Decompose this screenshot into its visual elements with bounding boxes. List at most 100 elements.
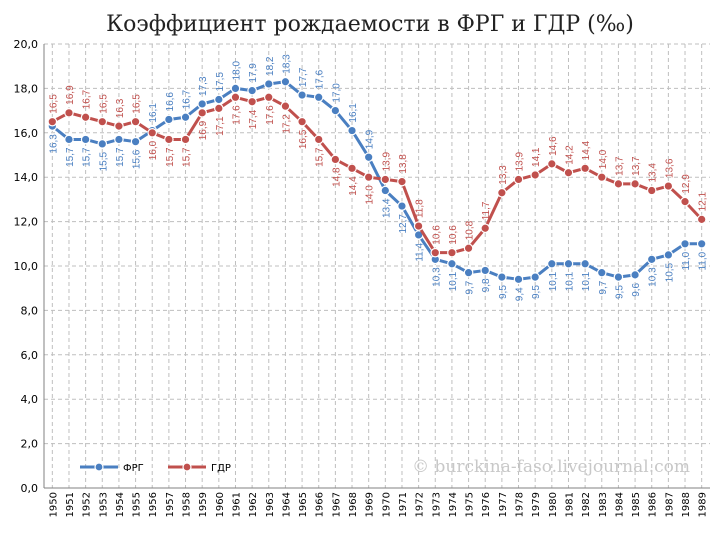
series-gdr-point: [680, 196, 690, 207]
legend-frg-swatch-dot: [94, 462, 104, 472]
series-frg-point: [547, 258, 557, 269]
x-tick-label: 1958: [182, 492, 193, 517]
data-label-gdr: 16,9: [65, 85, 76, 105]
series-gdr-point: [164, 134, 174, 145]
x-tick-label: 1976: [481, 492, 492, 517]
data-label-frg: 18,0: [231, 60, 242, 80]
series-frg-point: [64, 134, 74, 145]
series-gdr-point: [463, 243, 474, 254]
data-label-gdr: 11,7: [481, 201, 492, 220]
series-frg-point: [313, 92, 324, 103]
data-label-gdr: 14,8: [331, 167, 342, 187]
x-tick-label: 1980: [548, 492, 559, 517]
x-tick-label: 1963: [265, 492, 276, 517]
series-gdr-point: [380, 174, 391, 185]
data-label-frg: 9,7: [598, 280, 609, 294]
series-frg-point: [214, 94, 224, 105]
series-gdr-point: [447, 247, 457, 258]
data-label-frg: 9,4: [515, 287, 526, 301]
data-label-gdr: 16,7: [82, 89, 93, 109]
x-tick-label: 1983: [598, 492, 609, 517]
series-frg-point: [646, 254, 657, 265]
series-frg-point: [97, 139, 108, 149]
y-tick-label: 10,0: [14, 260, 39, 273]
data-label-gdr: 16,0: [148, 140, 159, 160]
data-label-gdr: 14,2: [564, 145, 575, 165]
series-frg-point: [180, 112, 191, 123]
series-gdr-point: [563, 167, 574, 178]
data-label-gdr: 17,2: [281, 114, 292, 134]
data-label-gdr: 10,6: [431, 225, 442, 245]
x-tick-label: 1962: [248, 492, 259, 517]
data-label-frg: 9,5: [531, 285, 542, 299]
chart-title: Коэффициент рождаемости в ФРГ и ГДР (‰): [106, 12, 634, 37]
series-gdr-point: [580, 163, 590, 174]
data-label-gdr: 13,9: [515, 152, 526, 172]
data-label-frg: 10,1: [581, 271, 592, 291]
x-tick-label: 1969: [365, 492, 376, 517]
y-tick-label: 18,0: [14, 82, 39, 95]
y-tick-label: 4,0: [21, 393, 39, 406]
series-gdr-point: [646, 185, 657, 196]
data-label-gdr: 16,3: [115, 98, 126, 118]
data-label-frg: 18,3: [281, 54, 292, 74]
series-gdr-point: [696, 214, 707, 225]
data-label-frg: 17,3: [198, 76, 209, 96]
x-tick-label: 1973: [431, 492, 442, 517]
data-label-gdr: 16,5: [98, 94, 109, 114]
series-gdr-point: [313, 134, 324, 145]
x-tick-label: 1974: [448, 492, 459, 517]
series-frg-point: [513, 274, 524, 285]
series-frg-point: [613, 272, 624, 282]
data-label-gdr: 13,7: [631, 156, 642, 176]
data-label-gdr: 14,1: [531, 147, 542, 167]
x-tick-label: 1954: [115, 492, 126, 517]
x-tick-label: 1986: [648, 492, 659, 517]
x-tick-label: 1987: [664, 492, 675, 517]
x-tick-label: 1985: [631, 492, 642, 517]
series-frg-point: [114, 134, 124, 145]
data-label-gdr: 15,7: [165, 147, 176, 167]
data-label-gdr: 10,8: [465, 220, 476, 240]
series-gdr-line: [51, 95, 703, 255]
x-tick-label: 1988: [681, 492, 692, 517]
data-label-gdr: 16,5: [48, 94, 59, 114]
legend: ФРГ ГДР: [80, 462, 231, 474]
y-tick-label: 6,0: [21, 349, 39, 362]
series-gdr-point: [280, 101, 291, 111]
data-label-gdr: 15,7: [315, 147, 326, 167]
data-label-gdr: 11,8: [415, 199, 426, 218]
x-tick-label: 1977: [498, 492, 509, 517]
data-label-frg: 16,7: [182, 89, 193, 109]
y-tick-label: 0,0: [21, 482, 39, 495]
x-tick-label: 1971: [398, 492, 409, 517]
data-label-gdr: 17,6: [265, 105, 276, 125]
series-frg-point: [596, 267, 607, 278]
data-label-frg: 15,7: [65, 147, 76, 167]
data-label-frg: 9,5: [498, 285, 509, 299]
data-label-gdr: 14,4: [348, 176, 359, 196]
data-label-frg: 11,0: [698, 251, 709, 270]
series-frg-line: [51, 80, 702, 281]
series-frg-point: [363, 152, 374, 163]
data-label-frg: 17,0: [331, 83, 342, 103]
series-frg-point: [164, 114, 174, 125]
grid-layer: [44, 43, 710, 488]
data-label-frg: 18,2: [265, 56, 276, 76]
series-frg-point: [630, 270, 640, 280]
data-label-frg: 14,9: [365, 129, 376, 149]
y-tick-label: 2,0: [21, 438, 39, 451]
x-tick-label: 1981: [564, 492, 575, 517]
data-label-gdr: 17,1: [215, 116, 226, 136]
x-tick-label: 1959: [198, 492, 209, 517]
series-frg-point: [580, 258, 590, 269]
data-label-frg: 10,3: [648, 267, 659, 287]
x-tick-label: 1978: [515, 492, 526, 517]
series-gdr-point: [596, 172, 607, 182]
x-tick-label: 1955: [132, 492, 143, 517]
series-frg-point: [247, 85, 257, 96]
x-tick-label: 1953: [98, 492, 109, 517]
series-gdr-point: [480, 223, 491, 234]
